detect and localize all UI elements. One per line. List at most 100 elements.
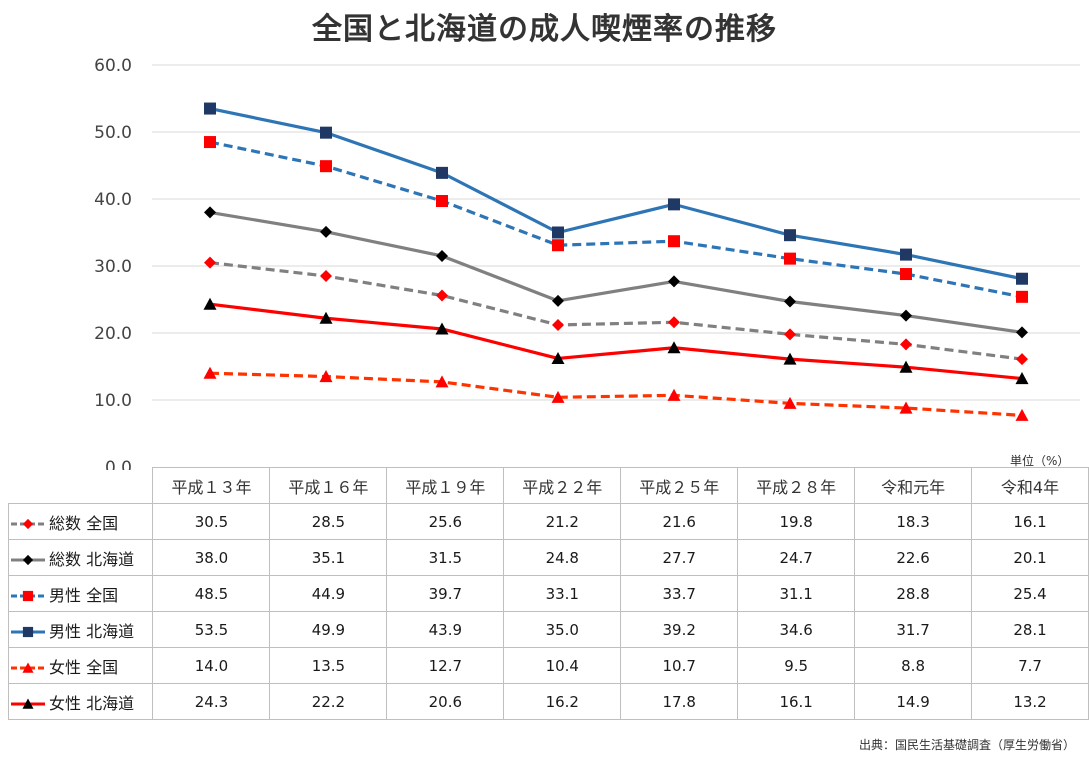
legend-entry: 女性 全国 xyxy=(7,647,154,684)
data-label: 21.6 xyxy=(620,503,739,540)
legend-label: 女性 北海道 xyxy=(49,693,135,713)
legend-swatch xyxy=(11,590,45,602)
data-point xyxy=(900,309,912,322)
data-label: 12.7 xyxy=(386,647,505,684)
data-point xyxy=(204,256,216,269)
data-point xyxy=(1016,326,1028,339)
data-point xyxy=(551,390,565,403)
data-label: 8.8 xyxy=(854,647,973,684)
x-category-label: 平成１６年 xyxy=(269,467,388,504)
series-3 xyxy=(204,102,1028,285)
legend-entry: 男性 全国 xyxy=(7,575,154,612)
legend-label: 総数 全国 xyxy=(49,513,119,533)
data-point xyxy=(436,166,448,179)
data-label: 35.1 xyxy=(269,539,388,576)
data-label: 13.2 xyxy=(971,683,1089,720)
data-point xyxy=(436,249,448,262)
series-line xyxy=(209,140,1023,299)
data-label: 28.5 xyxy=(269,503,388,540)
series-5 xyxy=(203,297,1029,385)
x-category-label: 令和元年 xyxy=(854,467,973,504)
data-label: 49.9 xyxy=(269,611,388,648)
data-label: 13.5 xyxy=(269,647,388,684)
data-point xyxy=(783,352,797,365)
legend-entry: 総数 全国 xyxy=(7,503,154,540)
data-label: 20.6 xyxy=(386,683,505,720)
data-point xyxy=(784,229,796,242)
data-label: 14.9 xyxy=(854,683,973,720)
data-label: 33.7 xyxy=(620,575,739,612)
data-point xyxy=(320,160,332,173)
data-label: 10.4 xyxy=(503,647,622,684)
chart-title: 全国と北海道の成人喫煙率の推移 xyxy=(312,12,777,47)
data-point xyxy=(668,198,680,211)
table-row: 総数 全国 30.5 28.5 25.6 21.2 21.6 19.8 18.3 16.1 xyxy=(7,503,1089,540)
data-label: 43.9 xyxy=(386,611,505,648)
y-tick-label: 30.0 xyxy=(94,257,132,277)
table-row: 総数 北海道 38.0 35.1 31.5 24.8 27.7 24.7 22.6 20.1 xyxy=(7,539,1089,576)
line-chart: 0.0 10.0 20.0 30.0 40.0 50.0 60.0 xyxy=(94,56,1080,470)
data-label: 31.7 xyxy=(854,611,973,648)
data-point xyxy=(1016,272,1028,285)
data-label: 31.5 xyxy=(386,539,505,576)
series-line xyxy=(209,371,1023,418)
data-label: 30.5 xyxy=(152,503,271,540)
series-line xyxy=(209,210,1023,334)
data-label: 48.5 xyxy=(152,575,271,612)
table-corner xyxy=(8,467,154,504)
series-line xyxy=(209,261,1023,361)
data-point xyxy=(1015,408,1029,421)
data-point xyxy=(551,351,565,364)
unit-label: 単位（%） xyxy=(1010,454,1070,468)
data-point xyxy=(900,268,912,281)
y-tick-label: 20.0 xyxy=(94,324,132,344)
legend-label: 総数 北海道 xyxy=(49,549,135,569)
legend-label: 女性 全国 xyxy=(49,657,119,677)
data-point xyxy=(899,360,913,373)
data-point xyxy=(435,322,449,335)
data-label: 35.0 xyxy=(503,611,622,648)
data-point xyxy=(552,294,564,307)
y-tick-label: 0.0 xyxy=(105,458,132,470)
data-point xyxy=(320,126,332,139)
data-point xyxy=(668,235,680,248)
series-2 xyxy=(204,136,1028,303)
series-0 xyxy=(204,256,1028,366)
data-label: 27.7 xyxy=(620,539,739,576)
table-row: 男性 全国 48.5 44.9 39.7 33.1 33.7 31.1 28.8 25.4 xyxy=(7,575,1089,612)
table-row: 女性 北海道 24.3 22.2 20.6 16.2 17.8 16.1 14.9 13.2 xyxy=(7,683,1089,720)
legend-entry: 総数 北海道 xyxy=(7,539,154,576)
data-label: 16.1 xyxy=(971,503,1089,540)
data-point xyxy=(204,206,216,219)
table-row: 男性 北海道 53.5 49.9 43.9 35.0 39.2 34.6 31.7 28.1 xyxy=(7,611,1089,648)
data-point xyxy=(319,370,333,383)
data-label: 7.7 xyxy=(971,647,1089,684)
data-label: 9.5 xyxy=(737,647,856,684)
data-label: 38.0 xyxy=(152,539,271,576)
legend-swatch xyxy=(11,662,45,673)
legend-marker xyxy=(22,590,34,602)
data-point xyxy=(1015,372,1029,385)
source-note: 出典：国民生活基礎調査（厚生労働省） xyxy=(858,738,1075,752)
data-label: 34.6 xyxy=(737,611,856,648)
legend-marker xyxy=(22,698,34,709)
data-point xyxy=(320,270,332,283)
y-tick-label: 40.0 xyxy=(94,190,132,210)
data-point xyxy=(552,226,564,239)
data-point xyxy=(203,366,217,379)
data-point xyxy=(784,328,796,341)
table-row: 女性 全国 14.0 13.5 12.7 10.4 10.7 9.5 8.8 7.7 xyxy=(7,647,1089,684)
data-label: 22.6 xyxy=(854,539,973,576)
legend-entry: 女性 北海道 xyxy=(7,683,154,720)
data-point xyxy=(784,295,796,308)
data-point xyxy=(320,225,332,238)
data-point xyxy=(435,375,449,388)
data-label: 53.5 xyxy=(152,611,271,648)
y-tick-label: 50.0 xyxy=(94,123,132,143)
data-label: 24.8 xyxy=(503,539,622,576)
y-tick-label: 10.0 xyxy=(94,391,132,411)
data-point xyxy=(204,136,216,149)
data-point xyxy=(900,338,912,351)
data-point xyxy=(667,341,681,354)
data-label: 25.4 xyxy=(971,575,1089,612)
